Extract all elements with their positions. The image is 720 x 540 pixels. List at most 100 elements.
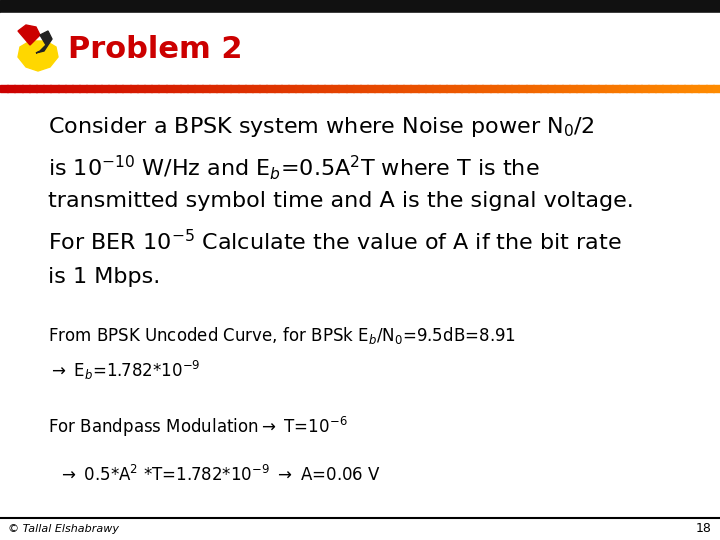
Bar: [130, 85, 138, 92]
Bar: [374, 85, 382, 92]
Bar: [137, 85, 145, 92]
Bar: [425, 85, 433, 92]
Bar: [475, 85, 483, 92]
Bar: [295, 85, 303, 92]
Bar: [526, 85, 534, 92]
Text: transmitted symbol time and A is the signal voltage.: transmitted symbol time and A is the sig…: [48, 191, 634, 211]
Bar: [648, 85, 656, 92]
Bar: [353, 85, 361, 92]
Bar: [216, 85, 224, 92]
Bar: [662, 85, 670, 92]
Bar: [389, 85, 397, 92]
Text: $\rightarrow$ E$_b$=1.782*10$^{-9}$: $\rightarrow$ E$_b$=1.782*10$^{-9}$: [48, 359, 201, 382]
Bar: [554, 85, 562, 92]
Bar: [454, 85, 462, 92]
Bar: [598, 85, 606, 92]
Bar: [634, 85, 642, 92]
Bar: [302, 85, 310, 92]
Polygon shape: [36, 31, 52, 53]
Bar: [670, 85, 678, 92]
Bar: [432, 85, 440, 92]
Bar: [569, 85, 577, 92]
Bar: [274, 85, 282, 92]
Bar: [158, 85, 166, 92]
Bar: [310, 85, 318, 92]
Bar: [547, 85, 555, 92]
Bar: [403, 85, 411, 92]
Text: From BPSK Uncoded Curve, for BPSk E$_b$/N$_0$=9.5dB=8.91: From BPSK Uncoded Curve, for BPSk E$_b$/…: [48, 325, 516, 346]
Bar: [331, 85, 339, 92]
Bar: [439, 85, 447, 92]
Bar: [691, 85, 699, 92]
Text: Problem 2: Problem 2: [68, 35, 243, 64]
Bar: [367, 85, 375, 92]
Bar: [50, 85, 58, 92]
Bar: [410, 85, 418, 92]
Bar: [86, 85, 94, 92]
Bar: [626, 85, 634, 92]
Bar: [194, 85, 202, 92]
Bar: [79, 85, 87, 92]
Bar: [245, 85, 253, 92]
Bar: [490, 85, 498, 92]
Bar: [418, 85, 426, 92]
Bar: [29, 85, 37, 92]
Bar: [187, 85, 195, 92]
Bar: [482, 85, 490, 92]
Bar: [0, 13, 720, 85]
Bar: [0, 0, 720, 13]
Bar: [583, 85, 591, 92]
Bar: [317, 85, 325, 92]
Bar: [22, 85, 30, 92]
Bar: [446, 85, 454, 92]
Bar: [497, 85, 505, 92]
Bar: [360, 85, 368, 92]
Bar: [94, 85, 102, 92]
Bar: [605, 85, 613, 92]
Polygon shape: [18, 41, 58, 71]
Bar: [14, 85, 22, 92]
Bar: [677, 85, 685, 92]
Bar: [713, 85, 720, 92]
Bar: [698, 85, 706, 92]
Bar: [223, 85, 231, 92]
Bar: [122, 85, 130, 92]
Text: is 1 Mbps.: is 1 Mbps.: [48, 267, 161, 287]
Bar: [576, 85, 584, 92]
Bar: [36, 85, 44, 92]
Bar: [288, 85, 296, 92]
Bar: [238, 85, 246, 92]
Bar: [259, 85, 267, 92]
Bar: [655, 85, 663, 92]
Bar: [0, 85, 8, 92]
Bar: [180, 85, 188, 92]
Text: Consider a BPSK system where Noise power N$_0$/2: Consider a BPSK system where Noise power…: [48, 115, 594, 139]
Bar: [590, 85, 598, 92]
Bar: [533, 85, 541, 92]
Text: $\rightarrow$ 0.5*A$^2$ *T=1.782*10$^{-9}$ $\rightarrow$ A=0.06 V: $\rightarrow$ 0.5*A$^2$ *T=1.782*10$^{-9…: [58, 465, 381, 485]
Bar: [338, 85, 346, 92]
Bar: [72, 85, 80, 92]
Bar: [115, 85, 123, 92]
Bar: [562, 85, 570, 92]
Bar: [166, 85, 174, 92]
Bar: [468, 85, 476, 92]
Bar: [706, 85, 714, 92]
Bar: [504, 85, 512, 92]
Text: is 10$^{-10}$ W/Hz and E$_b$=0.5A$^2$T where T is the: is 10$^{-10}$ W/Hz and E$_b$=0.5A$^2$T w…: [48, 153, 539, 182]
Bar: [684, 85, 692, 92]
Text: For Bandpass Modulation$\rightarrow$ T=10$^{-6}$: For Bandpass Modulation$\rightarrow$ T=1…: [48, 415, 348, 439]
Text: © Tallal Elshabrawy: © Tallal Elshabrawy: [8, 524, 119, 534]
Bar: [511, 85, 519, 92]
Bar: [518, 85, 526, 92]
Bar: [641, 85, 649, 92]
Bar: [382, 85, 390, 92]
Bar: [612, 85, 620, 92]
Bar: [209, 85, 217, 92]
Bar: [266, 85, 274, 92]
Bar: [101, 85, 109, 92]
Bar: [324, 85, 332, 92]
Bar: [540, 85, 548, 92]
Bar: [252, 85, 260, 92]
Bar: [281, 85, 289, 92]
